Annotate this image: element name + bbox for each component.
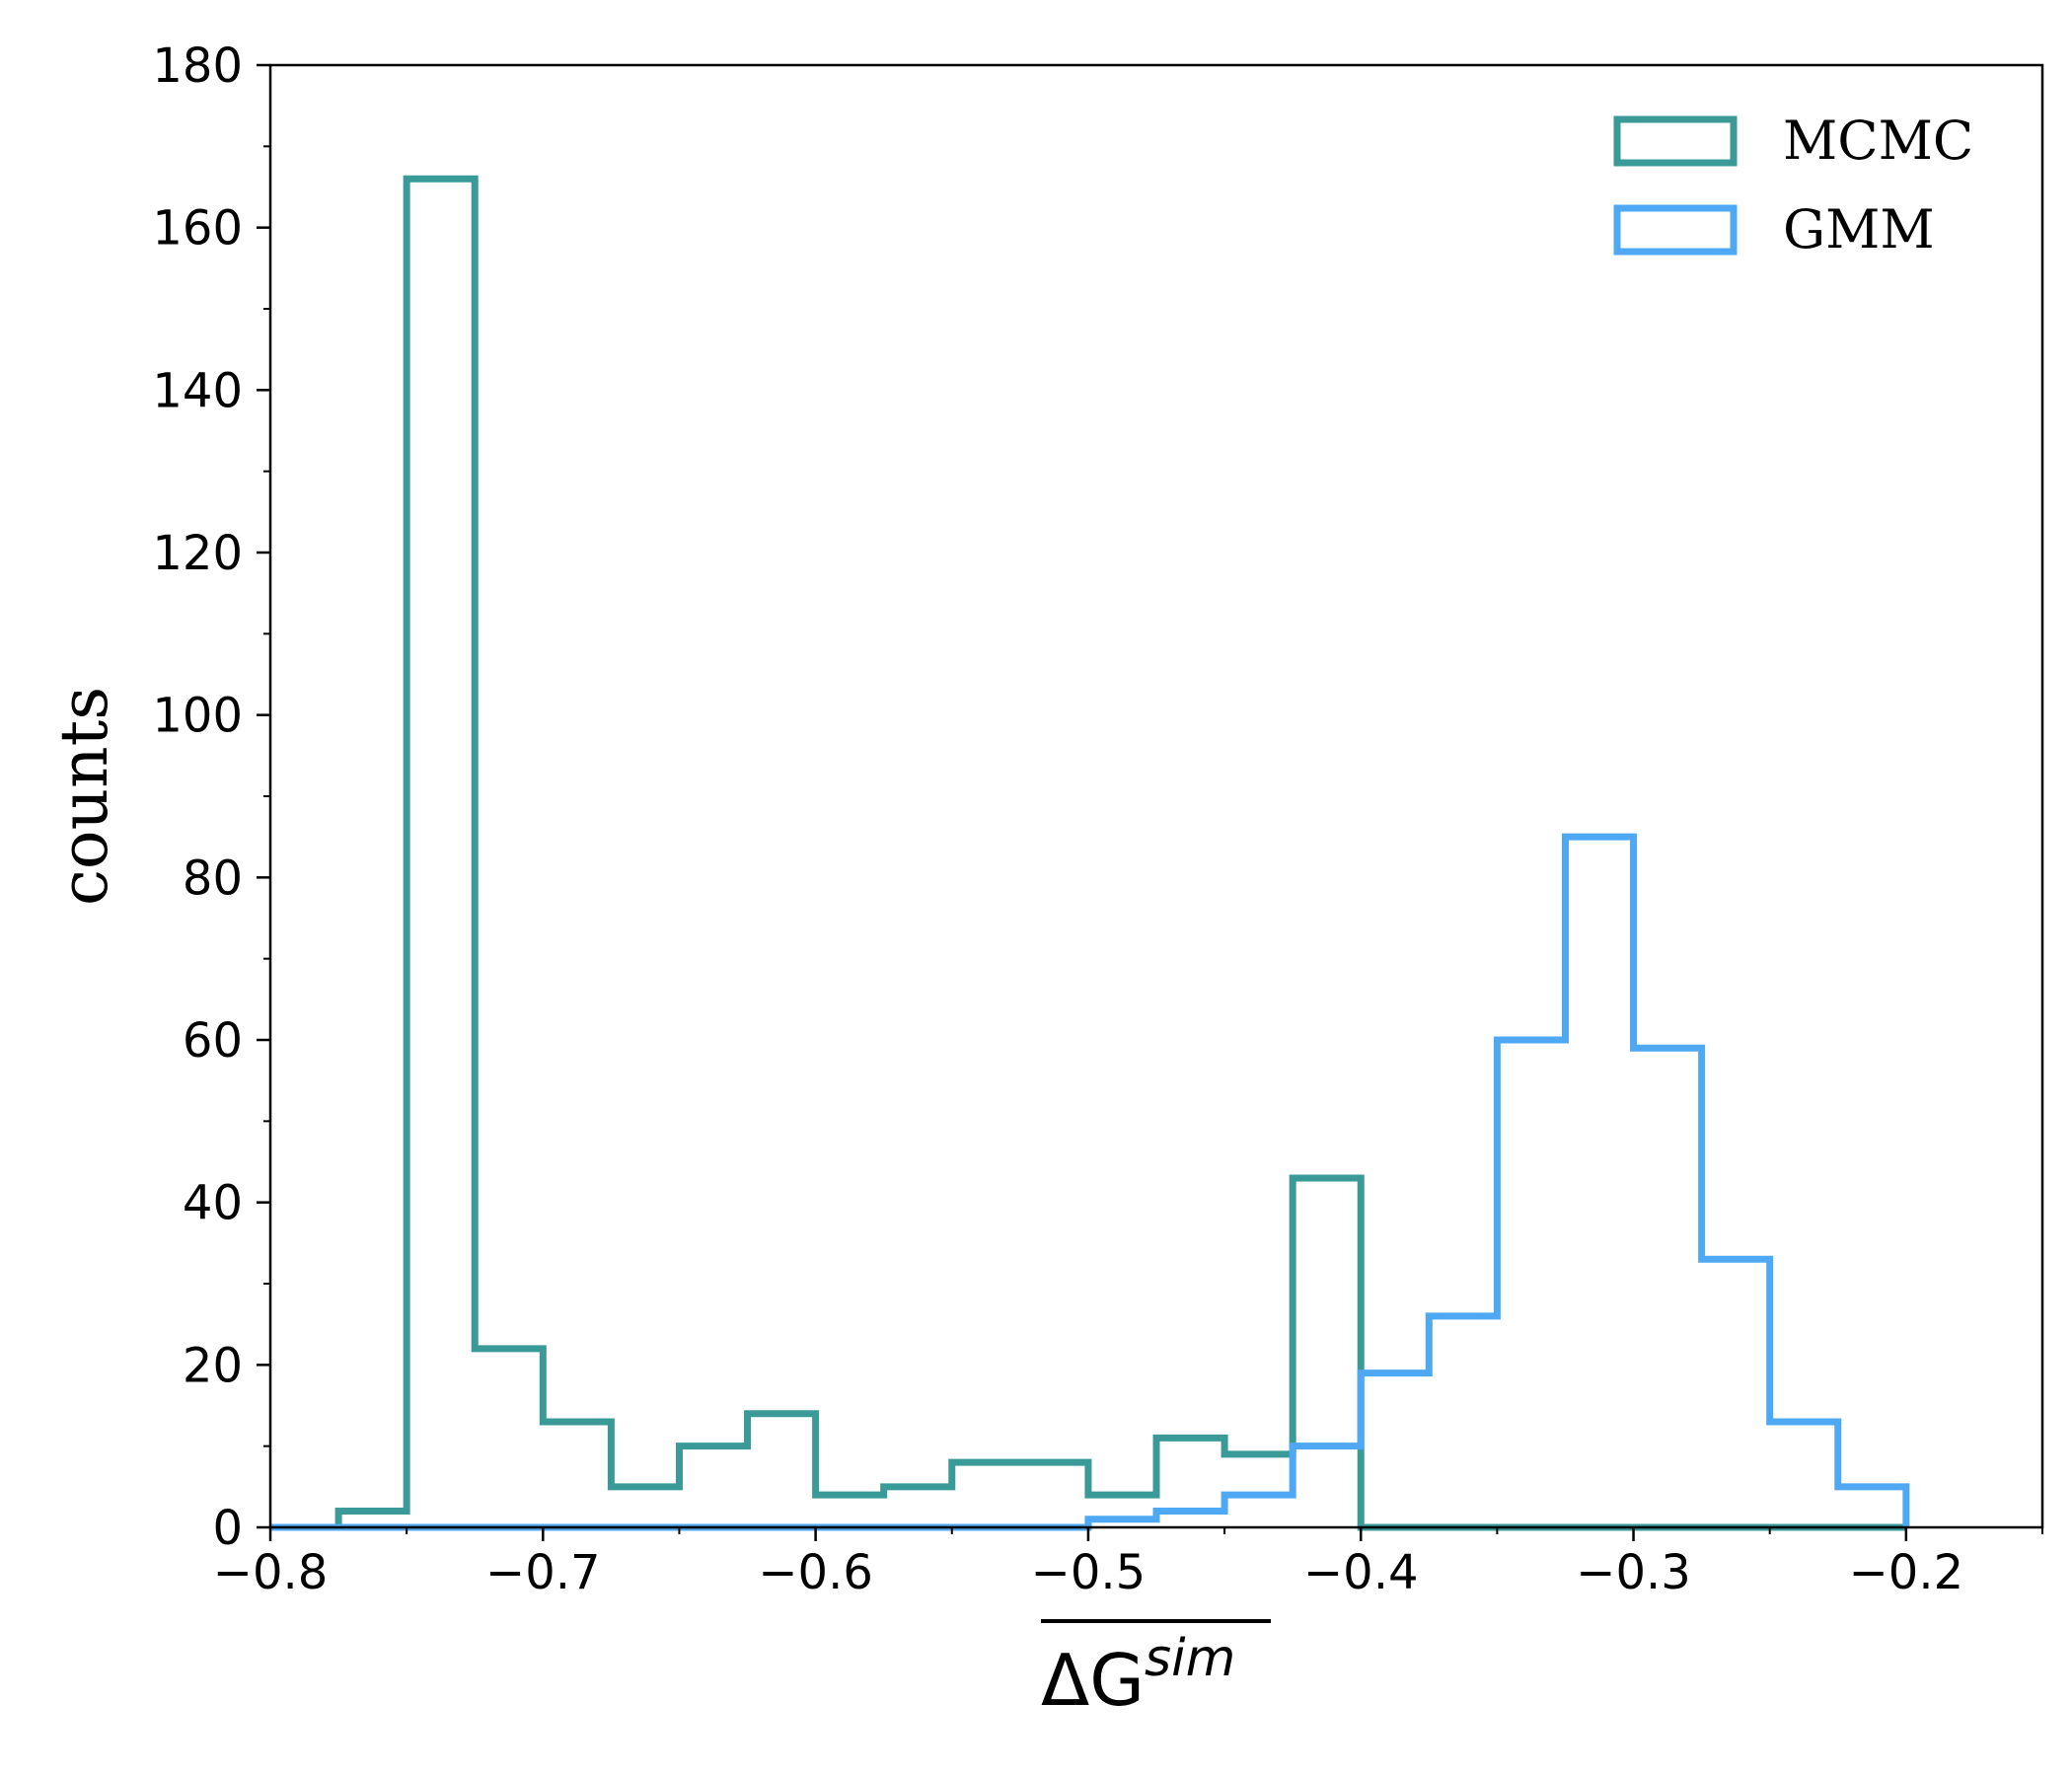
y-tick-label: 60 bbox=[183, 1013, 243, 1069]
legend-label-mcmc: MCMC bbox=[1783, 110, 1973, 172]
ticks-layer: −0.8 −0.7 −0.6 −0.5 −0.4 −0.3 −0.2 0 20 40 60 80 100… bbox=[152, 38, 2043, 1600]
legend: MCMC GMM bbox=[1613, 110, 1973, 260]
y-tick-label: 120 bbox=[152, 526, 243, 581]
y-tick-label: 40 bbox=[183, 1176, 243, 1231]
series-mcmc-bin bbox=[1224, 1454, 1293, 1527]
series-gmm-bin bbox=[1838, 1487, 1906, 1527]
x-axis-label-superscript: sim bbox=[1145, 1629, 1235, 1688]
series-gmm bbox=[270, 833, 1910, 1531]
x-axis-label: ΔGsim bbox=[1041, 1629, 1235, 1722]
series-mcmc-bin bbox=[679, 1446, 747, 1527]
series-gmm-bin bbox=[1702, 1259, 1770, 1527]
x-tick-label: −0.2 bbox=[1849, 1545, 1964, 1600]
series-gmm-bin bbox=[1293, 1446, 1361, 1527]
y-tick-label: 80 bbox=[183, 851, 243, 906]
series-mcmc-step-line bbox=[270, 175, 1906, 1531]
series-gmm-bin bbox=[1565, 837, 1633, 1527]
x-tick-label: −0.5 bbox=[1031, 1545, 1147, 1600]
y-tick-label: 0 bbox=[212, 1501, 243, 1556]
series-gmm-bin bbox=[1429, 1316, 1497, 1527]
series-mcmc-bin bbox=[952, 1462, 1020, 1527]
series-mcmc bbox=[270, 175, 1906, 1531]
legend-swatch-gmm bbox=[1613, 204, 1738, 256]
y-axis-label: counts bbox=[46, 687, 122, 906]
x-tick-label: −0.7 bbox=[485, 1545, 601, 1600]
series-gmm-bin bbox=[1634, 1048, 1702, 1527]
plot-area-frame bbox=[268, 63, 2044, 1529]
y-tick-label: 180 bbox=[152, 38, 243, 94]
series-mcmc-bin bbox=[407, 179, 475, 1527]
axis-labels: counts ΔGsim bbox=[46, 687, 1271, 1722]
series-mcmc-bin bbox=[1293, 1178, 1361, 1527]
x-tick-label: −0.6 bbox=[758, 1545, 873, 1600]
y-tick-label: 160 bbox=[152, 201, 243, 257]
y-tick-label: 140 bbox=[152, 363, 243, 418]
series-mcmc-bin bbox=[884, 1487, 952, 1527]
legend-label-gmm: GMM bbox=[1783, 198, 1935, 260]
series-mcmc-bin bbox=[748, 1414, 816, 1527]
x-tick-label: −0.8 bbox=[213, 1545, 329, 1600]
series-gmm-step-line bbox=[270, 833, 1910, 1531]
y-tick-label: 100 bbox=[152, 689, 243, 744]
series-mcmc-bin bbox=[611, 1487, 679, 1527]
series-mcmc-bin bbox=[543, 1422, 611, 1527]
x-axis-label-main: ΔG bbox=[1041, 1639, 1145, 1722]
series-mcmc-bin bbox=[816, 1495, 884, 1527]
x-tick-label: −0.4 bbox=[1303, 1545, 1419, 1600]
series-mcmc-bin bbox=[1020, 1462, 1088, 1527]
series-gmm-bin bbox=[1497, 1040, 1565, 1527]
series-gmm-bin bbox=[1224, 1495, 1293, 1527]
legend-swatch-mcmc bbox=[1613, 115, 1738, 167]
x-tick-label: −0.3 bbox=[1576, 1545, 1691, 1600]
y-tick-label: 20 bbox=[183, 1338, 243, 1393]
series-mcmc-bin bbox=[475, 1349, 543, 1527]
series-layer bbox=[270, 175, 1910, 1531]
series-gmm-bin bbox=[1770, 1422, 1838, 1527]
series-gmm-bin bbox=[1361, 1373, 1429, 1527]
